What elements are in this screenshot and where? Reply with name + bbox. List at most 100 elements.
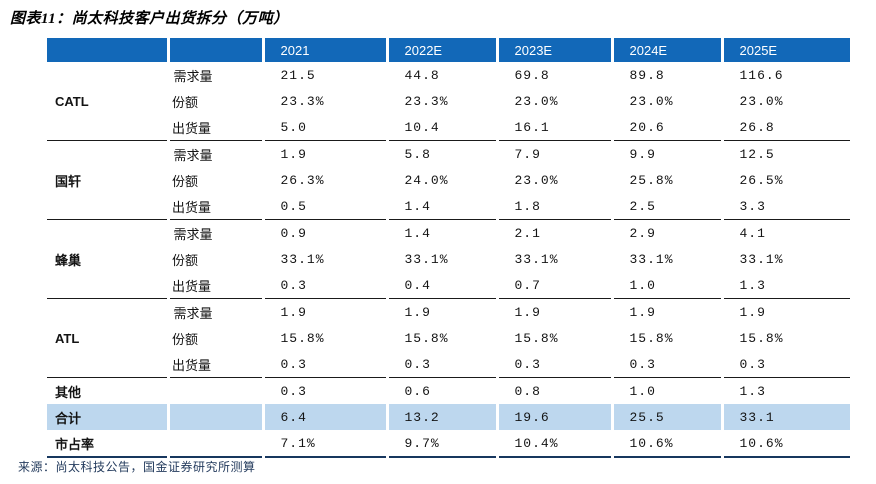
- data-cell: 1.9: [720, 298, 850, 325]
- summary-row: 其他 0.3 0.6 0.8 1.0 1.3: [47, 377, 850, 404]
- summary-data-cell: 0.6: [385, 377, 497, 404]
- data-cell: 16.1: [495, 114, 612, 141]
- data-cell: 33.1%: [385, 246, 497, 272]
- data-cell: 0.5: [261, 193, 387, 220]
- data-cell: 15.8%: [495, 325, 612, 351]
- data-cell: 1.9: [385, 298, 497, 325]
- summary-data-cell: 9.7%: [385, 430, 497, 458]
- data-cell: 0.3: [385, 351, 497, 378]
- page-title: 图表11：尚太科技客户出货拆分（万吨）: [10, 11, 289, 27]
- data-cell: 33.1%: [261, 246, 387, 272]
- summary-label: 其他: [47, 377, 168, 404]
- customer-data-row: 份额 15.8% 15.8% 15.8% 15.8% 15.8%: [47, 325, 850, 351]
- data-cell: 5.0: [261, 114, 387, 141]
- customer-name: 国轩: [47, 140, 168, 220]
- summary-empty-cell: [166, 430, 263, 458]
- table-header-row: 2021 2022E 2023E 2024E 2025E: [47, 38, 850, 62]
- metric-label: 份额: [172, 331, 199, 347]
- summary-data-cell: 10.6%: [610, 430, 722, 458]
- data-cell: 2.5: [610, 193, 722, 220]
- metric-label: 需求量: [166, 298, 263, 325]
- data-cell: 69.8: [495, 62, 612, 88]
- data-cell: 1.3: [720, 272, 850, 299]
- table-body: CATL 需求量 21.5 44.8 69.8 89.8 116.6 份额 23.3% 23.3%…: [47, 62, 850, 458]
- data-cell: 1.9: [261, 140, 387, 167]
- customer-data-row: 蜂巢 需求量 0.9 1.4 2.1 2.9 4.1: [47, 219, 850, 299]
- data-cell: 1.9: [495, 298, 612, 325]
- customer-data-row: 出货量 0.3 0.4 0.7 1.0 1.3: [47, 272, 850, 299]
- data-cell: 2.1: [495, 219, 612, 246]
- data-cell: 1.4: [385, 193, 497, 220]
- summary-data-cell: 10.6%: [720, 430, 850, 458]
- customer-data-row: 出货量 0.5 1.4 1.8 2.5 3.3: [47, 193, 850, 220]
- data-cell: 10.4: [385, 114, 497, 141]
- summary-label: 市占率: [47, 430, 168, 458]
- metric-label: 出货量: [172, 357, 212, 373]
- data-cell: 0.7: [495, 272, 612, 299]
- data-cell: 1.8: [495, 193, 612, 220]
- data-cell: 0.4: [385, 272, 497, 299]
- data-cell: 20.6: [610, 114, 722, 141]
- data-cell: 9.9: [610, 140, 722, 167]
- data-cell: 33.1%: [610, 246, 722, 272]
- data-cell: 116.6: [720, 62, 850, 88]
- summary-data-cell: 1.3: [720, 377, 850, 404]
- metric-label: 份额: [172, 173, 199, 189]
- data-cell: 3.3: [720, 193, 850, 220]
- data-cell: 0.9: [261, 219, 387, 246]
- data-cell: 23.0%: [495, 167, 612, 193]
- data-cell: 0.3: [495, 351, 612, 378]
- data-cell: 25.8%: [610, 167, 722, 193]
- data-cell: 33.1%: [495, 246, 612, 272]
- data-cell: 7.9: [495, 140, 612, 167]
- data-cell: 33.1%: [720, 246, 850, 272]
- summary-data-cell: 6.4: [261, 404, 387, 430]
- data-cell: 15.8%: [261, 325, 387, 351]
- data-cell: 23.0%: [495, 88, 612, 114]
- summary-data-cell: 19.6: [495, 404, 612, 430]
- customer-name: CATL: [55, 93, 89, 109]
- header-year-2024e: 2024E: [610, 38, 722, 62]
- customer-data-row: 国轩 需求量 1.9 5.8 7.9 9.9 12.5: [47, 140, 850, 220]
- summary-data-cell: 33.1: [720, 404, 850, 430]
- header-year-2022e: 2022E: [385, 38, 497, 62]
- customer-data-row: CATL 需求量 21.5 44.8 69.8 89.8 116.6: [47, 62, 850, 109]
- data-cell: 1.4: [385, 219, 497, 246]
- metric-label: 需求量: [166, 140, 263, 167]
- data-cell: 1.9: [261, 298, 387, 325]
- data-cell: 23.0%: [610, 88, 722, 114]
- summary-row: 合计 6.4 13.2 19.6 25.5 33.1: [47, 404, 850, 430]
- summary-empty-cell: [166, 404, 263, 430]
- customer-name: ATL: [47, 298, 168, 378]
- shipment-table: 2021 2022E 2023E 2024E 2025E CATL 需求量 21.5…: [47, 38, 850, 458]
- data-cell: 2.9: [610, 219, 722, 246]
- metric-label: 出货量: [172, 120, 212, 136]
- summary-data-cell: 13.2: [385, 404, 497, 430]
- metric-label: 需求量: [166, 219, 263, 246]
- data-cell: 26.3%: [261, 167, 387, 193]
- source-note: 来源：尚太科技公告，国金证券研究所测算: [18, 460, 256, 474]
- data-cell: 23.0%: [720, 88, 850, 114]
- data-cell: 23.3%: [261, 88, 387, 114]
- data-cell: 1.9: [610, 298, 722, 325]
- data-cell: 21.5: [261, 62, 387, 88]
- customer-data-row: 份额 26.3% 24.0% 23.0% 25.8% 26.5%: [47, 167, 850, 193]
- header-empty-customer: [47, 38, 168, 62]
- summary-data-cell: 1.0: [610, 377, 722, 404]
- summary-row: 市占率 7.1% 9.7% 10.4% 10.6% 10.6%: [47, 430, 850, 458]
- data-cell: 0.3: [261, 272, 387, 299]
- metric-label: 出货量: [172, 278, 212, 294]
- summary-data-cell: 0.8: [495, 377, 612, 404]
- metric-label: 份额: [172, 94, 199, 110]
- data-cell: 1.0: [610, 272, 722, 299]
- summary-empty-cell: [166, 377, 263, 404]
- data-cell: 44.8: [385, 62, 497, 88]
- data-cell: 26.5%: [720, 167, 850, 193]
- header-year-2023e: 2023E: [495, 38, 612, 62]
- header-empty-metric: [166, 38, 263, 62]
- data-cell: 12.5: [720, 140, 850, 167]
- data-cell: 0.3: [261, 351, 387, 378]
- data-cell: 26.8: [720, 114, 850, 141]
- summary-label: 合计: [47, 404, 168, 430]
- customer-data-row: 出货量 0.3 0.3 0.3 0.3 0.3: [47, 351, 850, 378]
